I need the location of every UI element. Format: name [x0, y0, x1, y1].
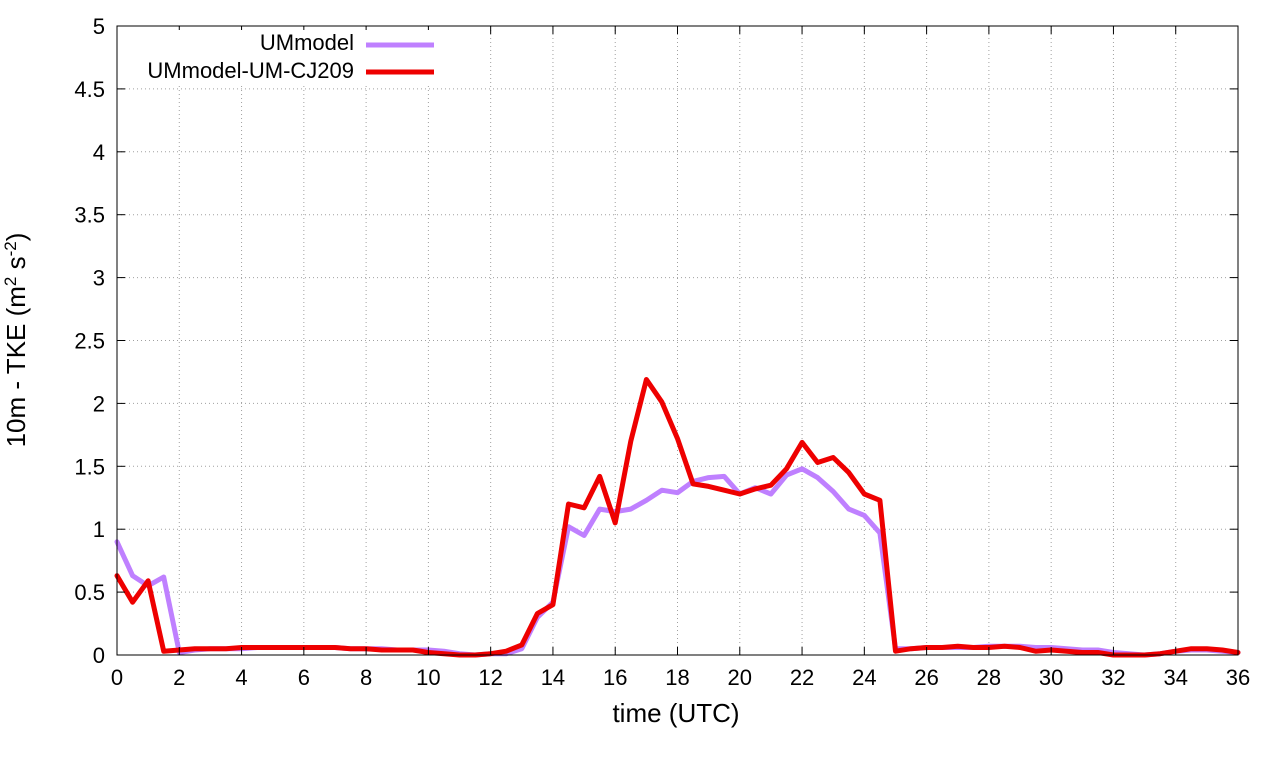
x-tick-label: 0: [111, 665, 123, 690]
y-tick-label: 2: [93, 391, 105, 416]
legend-label-ummodel: UMmodel: [260, 30, 354, 55]
x-axis-title: time (UTC): [612, 698, 739, 728]
y-tick-label: 1: [93, 517, 105, 542]
y-tick-label: 4: [93, 140, 105, 165]
y-tick-label: 3: [93, 266, 105, 291]
y-tick-label: 5: [93, 14, 105, 39]
y-tick-label: 2.5: [74, 329, 105, 354]
y-tick-label: 0.5: [74, 580, 105, 605]
y-tick-label: 1.5: [74, 454, 105, 479]
series-line-ummodel: [114, 466, 1241, 658]
x-tick-label: 18: [665, 665, 689, 690]
grid: [117, 26, 1238, 655]
x-tick-label: 8: [360, 665, 372, 690]
x-tick-label: 14: [541, 665, 565, 690]
legend-background: [122, 30, 442, 84]
x-tick-label: 36: [1226, 665, 1250, 690]
x-tick-label: 32: [1101, 665, 1125, 690]
series-lines: [114, 377, 1241, 658]
x-tick-label: 4: [235, 665, 247, 690]
axis-ticks: 0 2 4 6 8 10 12 14 16 18 20 22 24 26 28 30 32 34 3600.511.…: [74, 14, 1250, 690]
x-tick-label: 10: [416, 665, 440, 690]
y-tick-label: 4.5: [74, 77, 105, 102]
x-tick-label: 20: [728, 665, 752, 690]
y-tick-label: 0: [93, 643, 105, 668]
x-tick-label: 12: [478, 665, 502, 690]
y-tick-label: 3.5: [74, 203, 105, 228]
x-tick-label: 2: [173, 665, 185, 690]
x-tick-label: 28: [977, 665, 1001, 690]
legend: UMmodel UMmodel-UM-CJ209: [122, 30, 442, 84]
x-tick-label: 26: [914, 665, 938, 690]
y-axis-title: 10m - TKE (m2 s-2): [1, 233, 31, 448]
series-line-ummodel-um-cj209: [114, 377, 1241, 658]
x-tick-label: 34: [1163, 665, 1187, 690]
x-tick-label: 30: [1039, 665, 1063, 690]
legend-label-ummodel-um-cj209: UMmodel-UM-CJ209: [147, 58, 354, 83]
x-tick-label: 22: [790, 665, 814, 690]
x-tick-label: 16: [603, 665, 627, 690]
x-tick-label: 24: [852, 665, 876, 690]
x-tick-label: 6: [298, 665, 310, 690]
